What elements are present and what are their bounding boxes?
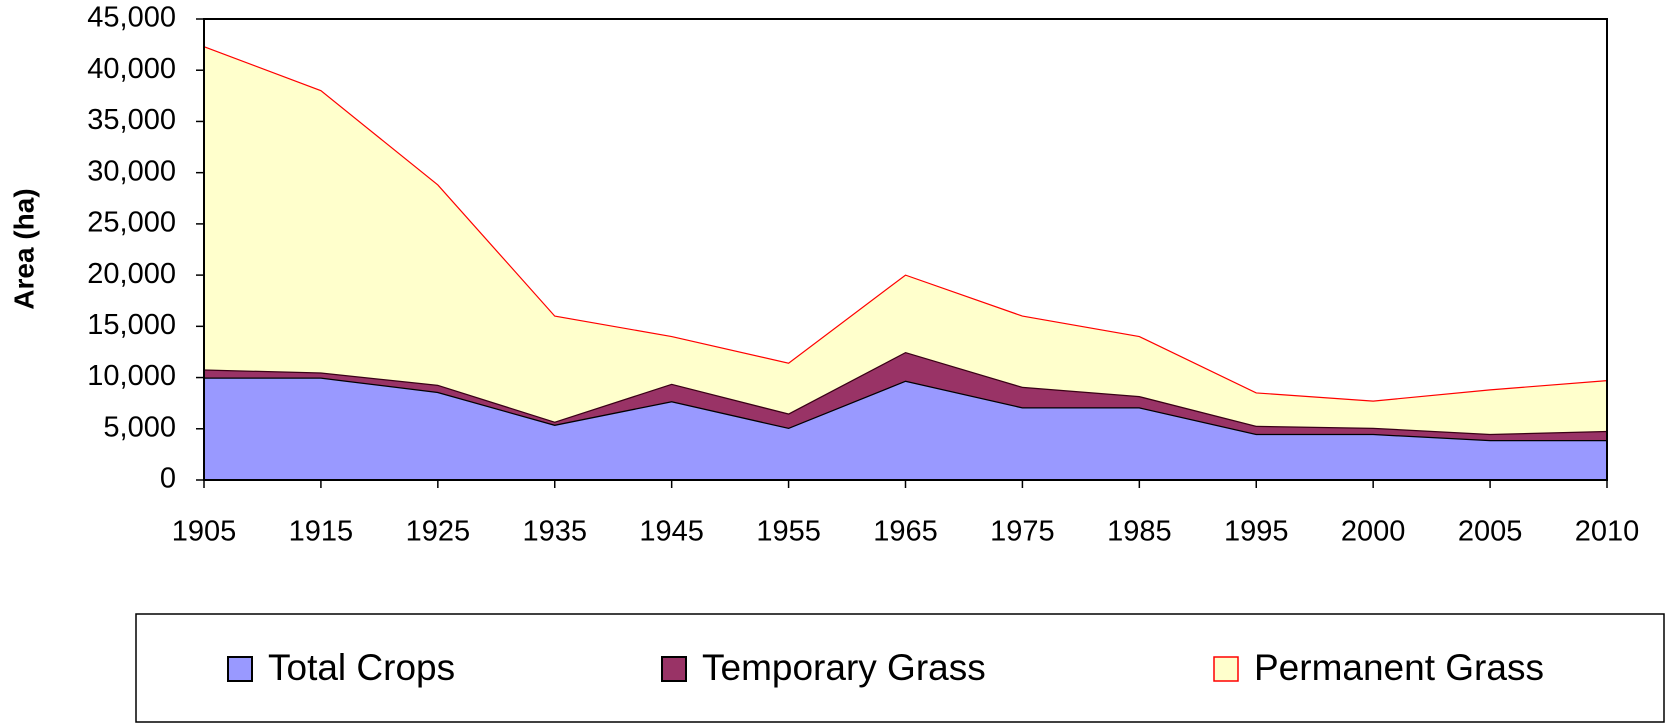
x-tick-label: 1905 bbox=[172, 516, 237, 548]
legend-swatch bbox=[1213, 656, 1239, 682]
y-tick-label: 0 bbox=[160, 463, 176, 495]
y-tick-label: 25,000 bbox=[87, 207, 176, 239]
x-tick-label: 1915 bbox=[289, 516, 354, 548]
y-tick-label: 40,000 bbox=[87, 53, 176, 85]
legend-swatch bbox=[661, 656, 687, 682]
legend-label: Permanent Grass bbox=[1254, 647, 1544, 688]
y-tick-label: 30,000 bbox=[87, 155, 176, 187]
area bbox=[204, 377, 1607, 480]
area bbox=[204, 46, 1607, 434]
x-tick-label: 1995 bbox=[1224, 516, 1289, 548]
x-tick-label: 1925 bbox=[406, 516, 471, 548]
legend-label: Temporary Grass bbox=[702, 647, 986, 688]
x-tick-label: 1935 bbox=[522, 516, 587, 548]
y-tick-label: 15,000 bbox=[87, 309, 176, 341]
x-tick-label: 2010 bbox=[1575, 516, 1640, 548]
x-tick-label: 1985 bbox=[1107, 516, 1172, 548]
x-tick-label: 1965 bbox=[873, 516, 938, 548]
legend-swatch bbox=[227, 656, 253, 682]
x-tick-label: 1955 bbox=[756, 516, 821, 548]
y-tick-label: 10,000 bbox=[87, 360, 176, 392]
y-tick-label: 35,000 bbox=[87, 104, 176, 136]
area-line bbox=[203, 46, 1608, 402]
x-tick-label: 1945 bbox=[639, 516, 704, 548]
legend bbox=[135, 613, 1665, 723]
plot-area bbox=[203, 46, 1608, 480]
y-tick-label: 5,000 bbox=[103, 411, 176, 443]
y-tick-label: 45,000 bbox=[87, 2, 176, 34]
x-tick-label: 2000 bbox=[1341, 516, 1406, 548]
y-axis-label: Area (ha) bbox=[8, 188, 39, 309]
legend-label: Total Crops bbox=[268, 647, 455, 688]
x-tick-label: 1975 bbox=[990, 516, 1055, 548]
y-tick-label: 20,000 bbox=[87, 258, 176, 290]
area bbox=[204, 351, 1607, 441]
x-tick-label: 2005 bbox=[1458, 516, 1523, 548]
